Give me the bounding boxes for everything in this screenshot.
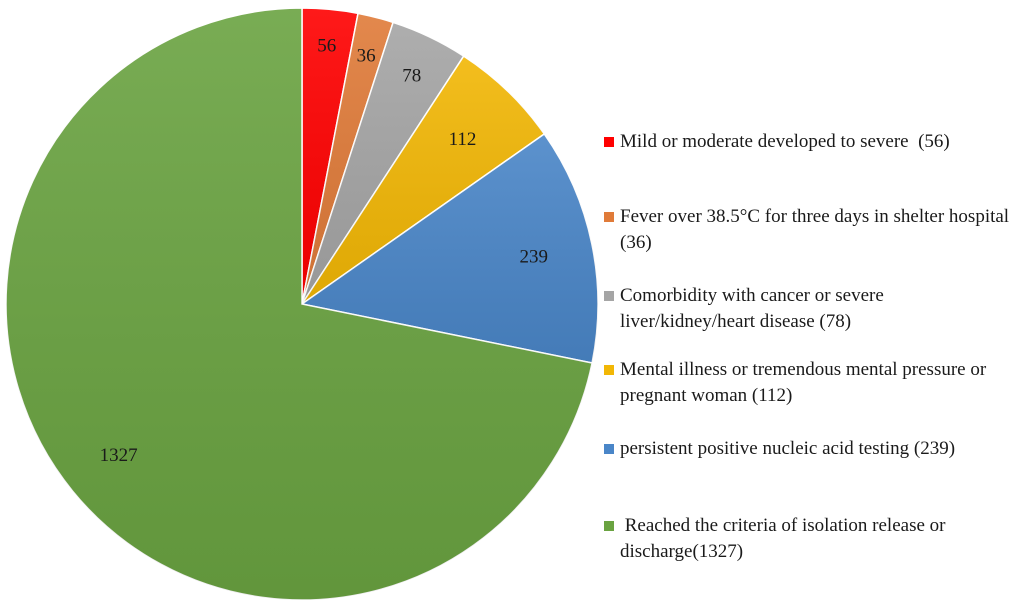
legend: Mild or moderate developed to severe (56… xyxy=(604,0,1020,609)
data-label-fever: 36 xyxy=(357,46,376,67)
pie-slice-shade-comorbidity xyxy=(302,22,464,305)
legend-label-severe: Mild or moderate developed to severe (56… xyxy=(620,131,950,152)
data-label-comorbidity: 78 xyxy=(402,65,421,86)
pie-slice-shade-discharge xyxy=(5,8,593,600)
legend-label-comorbidity: Comorbidity with cancer or severe liver/… xyxy=(620,285,889,332)
data-label-mental: 112 xyxy=(449,129,477,150)
legend-swatch-mental xyxy=(604,365,614,375)
pie-slice-shade-mental xyxy=(302,56,545,304)
legend-swatch-nucleic xyxy=(604,444,614,454)
data-label-nucleic: 239 xyxy=(520,247,549,268)
data-label-discharge: 1327 xyxy=(100,445,138,466)
legend-swatch-discharge xyxy=(604,521,614,531)
legend-swatch-severe xyxy=(604,137,614,147)
data-label-severe: 56 xyxy=(317,36,336,57)
pie-plot: 56 36 78 112 239 1327 xyxy=(5,7,599,601)
legend-swatch-comorbidity xyxy=(604,291,614,301)
legend-label-nucleic: persistent positive nucleic acid testing… xyxy=(620,438,956,459)
pie-slice-shade-nucleic xyxy=(302,133,598,363)
legend-swatch-fever xyxy=(604,212,614,222)
legend-label-fever: Fever over 38.5°C for three days in shel… xyxy=(620,206,1014,253)
legend-label-mental: Mental illness or tremendous mental pres… xyxy=(620,359,991,406)
legend-label-discharge: Reached the criteria of isolation releas… xyxy=(620,515,951,562)
